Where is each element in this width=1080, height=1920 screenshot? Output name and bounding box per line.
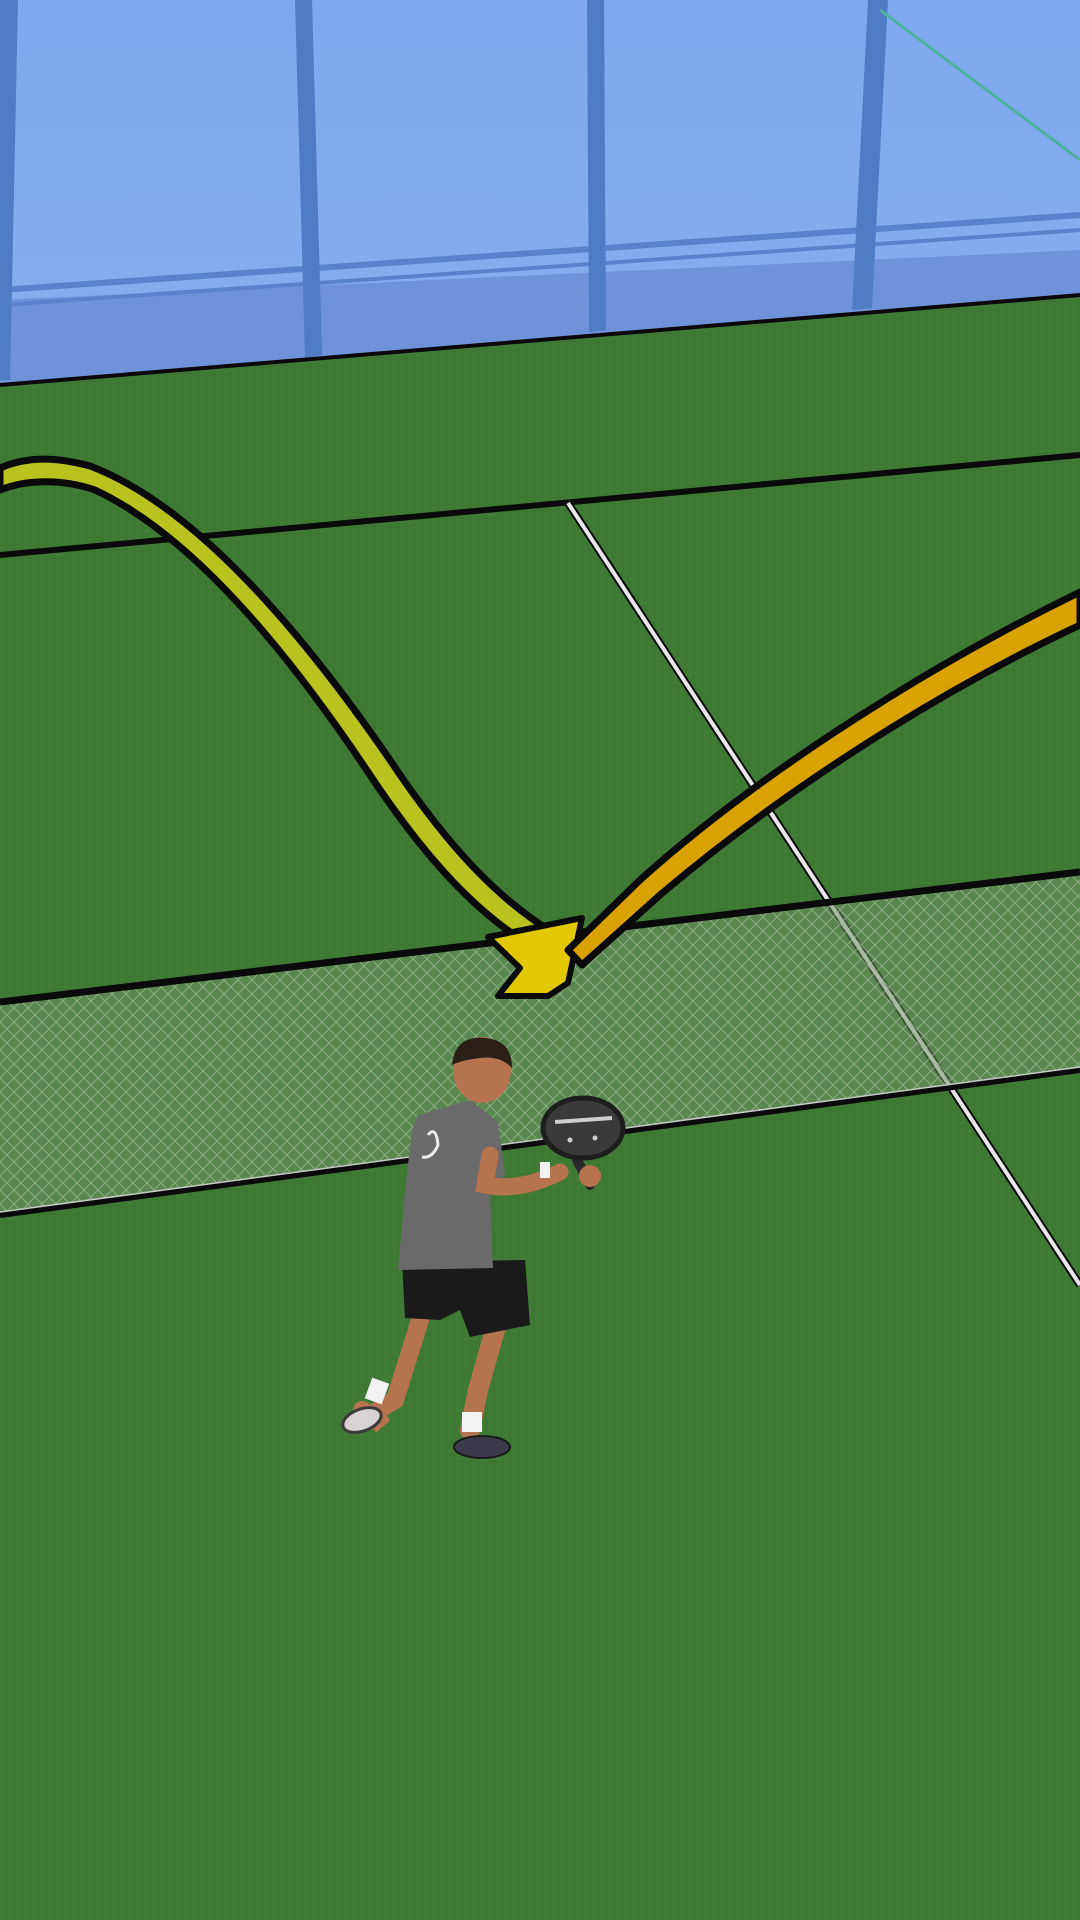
glass-post — [0, 0, 18, 380]
trajectory-outgoing-arrow — [564, 588, 1080, 969]
center-service-line-white — [566, 501, 1080, 1287]
glass-rail — [0, 212, 1080, 293]
glass-post — [587, 0, 606, 332]
trajectory-incoming-arrowhead — [485, 915, 585, 999]
glass-wall-base — [0, 250, 1080, 385]
glass-reflection — [879, 8, 1080, 162]
net-bottom-cord — [0, 1067, 1080, 1218]
net-bottom-cord-highlight — [0, 1066, 1080, 1213]
court-back-edge — [0, 293, 1080, 387]
glass-post — [295, 0, 322, 358]
glass-rail — [0, 228, 1080, 307]
net-mesh-pattern — [0, 872, 1080, 1215]
glass-post — [852, 0, 888, 310]
player-figure — [341, 1037, 626, 1459]
